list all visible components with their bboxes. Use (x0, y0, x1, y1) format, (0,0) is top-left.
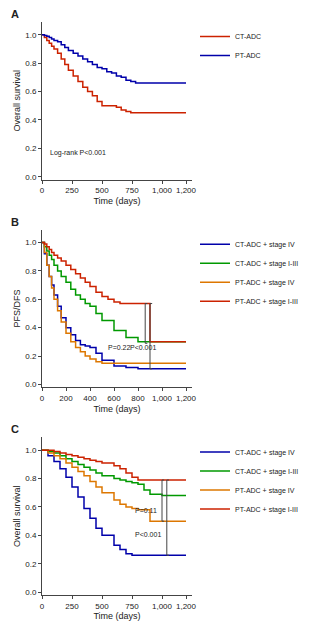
svg-text:CT-ADC + stage I-III: CT-ADC + stage I-III (235, 260, 298, 268)
svg-text:1,200: 1,200 (176, 602, 197, 611)
svg-text:CT-ADC: CT-ADC (235, 33, 261, 40)
svg-text:1,200: 1,200 (176, 186, 197, 195)
svg-text:750: 750 (125, 186, 139, 195)
svg-text:0.0: 0.0 (25, 173, 37, 182)
svg-text:800: 800 (131, 394, 145, 403)
svg-text:600: 600 (107, 394, 121, 403)
svg-text:200: 200 (59, 394, 73, 403)
svg-text:Time (days): Time (days) (93, 404, 140, 414)
svg-text:0.8: 0.8 (25, 59, 37, 68)
svg-text:Time (days): Time (days) (93, 196, 140, 206)
svg-text:PT-ADC + stage IV: PT-ADC + stage IV (235, 279, 295, 287)
svg-text:C: C (11, 423, 19, 435)
svg-text:P=0.11: P=0.11 (135, 507, 157, 514)
svg-text:P=0.22: P=0.22 (108, 344, 130, 351)
svg-text:0.2: 0.2 (25, 352, 37, 361)
svg-text:A: A (11, 8, 19, 20)
svg-text:1,000: 1,000 (152, 186, 173, 195)
svg-text:0: 0 (40, 602, 45, 611)
svg-text:0.4: 0.4 (25, 323, 37, 332)
svg-text:PFS/DFS: PFS/DFS (12, 289, 22, 327)
svg-text:0: 0 (40, 186, 45, 195)
svg-text:1,000: 1,000 (152, 602, 173, 611)
svg-text:1,000: 1,000 (152, 394, 173, 403)
svg-text:PT-ADC + stage IV: PT-ADC + stage IV (235, 487, 295, 495)
svg-text:500: 500 (95, 186, 109, 195)
svg-text:Overall survival: Overall survival (12, 70, 22, 132)
svg-text:1.0: 1.0 (25, 31, 37, 40)
svg-text:Time (days): Time (days) (93, 611, 140, 621)
svg-text:1.0: 1.0 (25, 446, 37, 455)
svg-text:0.6: 0.6 (25, 295, 37, 304)
svg-text:250: 250 (65, 602, 79, 611)
svg-text:1,200: 1,200 (176, 394, 197, 403)
svg-text:B: B (11, 216, 19, 228)
svg-text:0.0: 0.0 (25, 380, 37, 389)
svg-text:0.2: 0.2 (25, 560, 37, 569)
svg-text:1.0: 1.0 (25, 238, 37, 247)
svg-text:PT-ADC + stage I-III: PT-ADC + stage I-III (235, 298, 298, 306)
svg-text:400: 400 (83, 394, 97, 403)
svg-text:P<0.001: P<0.001 (135, 531, 161, 538)
svg-text:Log-rank P<0.001: Log-rank P<0.001 (50, 149, 106, 157)
svg-text:0.6: 0.6 (25, 87, 37, 96)
svg-text:P<0.001: P<0.001 (130, 344, 156, 351)
svg-text:500: 500 (95, 602, 109, 611)
svg-text:0.4: 0.4 (25, 116, 37, 125)
svg-text:CT-ADC + stage IV: CT-ADC + stage IV (235, 241, 295, 249)
svg-text:0.8: 0.8 (25, 267, 37, 276)
svg-text:PT-ADC + stage I-III: PT-ADC + stage I-III (235, 506, 298, 514)
svg-text:0.6: 0.6 (25, 503, 37, 512)
svg-text:750: 750 (125, 602, 139, 611)
svg-text:CT-ADC + stage IV: CT-ADC + stage IV (235, 449, 295, 457)
svg-text:0.8: 0.8 (25, 474, 37, 483)
svg-text:250: 250 (65, 186, 79, 195)
svg-text:CT-ADC + stage I-III: CT-ADC + stage I-III (235, 468, 298, 476)
svg-text:PT-ADC: PT-ADC (235, 52, 261, 59)
svg-text:Overall survival: Overall survival (12, 485, 22, 547)
svg-text:0.0: 0.0 (25, 588, 37, 597)
svg-text:0: 0 (40, 394, 45, 403)
svg-text:0.2: 0.2 (25, 144, 37, 153)
svg-text:0.4: 0.4 (25, 531, 37, 540)
